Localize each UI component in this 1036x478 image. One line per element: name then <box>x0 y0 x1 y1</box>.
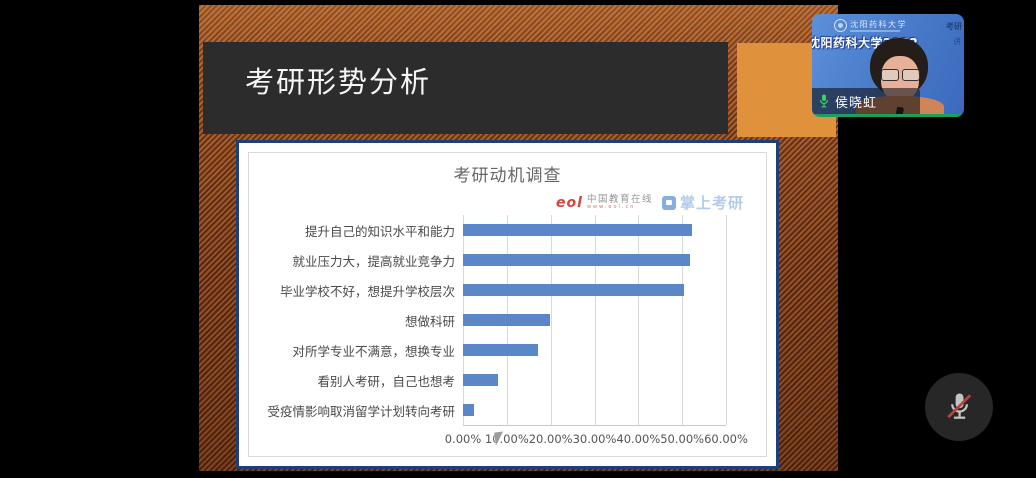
backdrop-right-text-2: 讲 <box>953 37 961 46</box>
watermark-logos: eol 中国教育在线 www.eol.cn 掌上考研 <box>556 192 744 213</box>
bar <box>463 314 550 326</box>
bar-row <box>463 365 726 395</box>
bar-row <box>463 245 726 275</box>
bar <box>463 404 474 416</box>
mic-active-icon <box>819 94 829 108</box>
x-tick-label: 60.00% <box>704 432 748 446</box>
mic-muted-icon <box>947 393 972 419</box>
bar-row <box>463 335 726 365</box>
x-tick-label: 40.00% <box>616 432 661 446</box>
chat-bubble-icon <box>661 195 676 210</box>
x-tick-label: 20.00% <box>528 432 573 446</box>
backdrop-caption-line <box>850 30 900 32</box>
slide-title-bar: 考研形势分析 <box>203 42 728 134</box>
category-label: 对所学专业不满意，想换专业 <box>292 343 455 359</box>
x-tick-label: 0.00% <box>444 432 482 446</box>
category-label: 受疫情影响取消留学计划转向考研 <box>267 403 455 419</box>
pocket-kaoyan-text: 掌上考研 <box>679 194 744 212</box>
bar <box>463 284 684 296</box>
glasses-icon <box>880 69 921 81</box>
gridline <box>594 215 596 425</box>
participant-name-bar: 侯晓虹 <box>812 88 920 114</box>
x-tick-label: 10.00% <box>484 432 529 446</box>
gridline <box>550 215 552 425</box>
category-label: 想做科研 <box>404 313 455 329</box>
mouse-cursor <box>494 431 505 446</box>
category-label: 看别人考研，自己也想考 <box>317 373 455 389</box>
chart-panel: 考研动机调查 eol 中国教育在线 www.eol.cn 掌上考研 提升自己的知… <box>236 140 779 469</box>
gridline <box>638 215 640 425</box>
eol-logo: eol 中国教育在线 www.eol.cn <box>556 193 653 211</box>
x-tick-label: 30.00% <box>572 432 617 446</box>
plot-area <box>463 215 727 426</box>
bar <box>463 254 691 266</box>
eol-logo-text: 中国教育在线 <box>586 193 653 205</box>
gridline <box>726 215 727 425</box>
eol-logo-icon: eol <box>556 194 583 211</box>
mute-button[interactable] <box>925 373 993 441</box>
participant-name: 侯晓虹 <box>835 95 878 111</box>
x-tick-label: 50.00% <box>660 432 705 446</box>
bar <box>463 344 538 356</box>
bar <box>463 374 499 386</box>
backdrop-university-name: 沈阳药科大学 <box>850 20 907 29</box>
chart-title: 考研动机调查 <box>453 166 562 186</box>
bar-row <box>463 395 726 425</box>
university-seal-icon <box>834 19 847 32</box>
category-label: 毕业学校不好，想提升学校层次 <box>279 283 455 299</box>
category-label: 就业压力大，提高就业竞争力 <box>292 253 455 269</box>
eol-logo-url: www.eol.cn <box>586 203 636 210</box>
bar-row <box>463 305 726 335</box>
backdrop-right-text: 考研 <box>946 22 962 31</box>
bar-row <box>463 215 726 245</box>
pocket-kaoyan-logo: 掌上考研 <box>661 192 744 213</box>
chart-frame <box>248 152 767 457</box>
x-axis-labels: 0.00% 10.00% 20.00% 30.00% 40.00% 50.00% 60.00… <box>445 432 748 448</box>
active-speaker-indicator <box>812 114 964 117</box>
gridline <box>682 215 684 425</box>
y-axis-labels: 提升自己的知识水平和能力就业压力大，提高就业竞争力毕业学校不好，想提升学校层次想… <box>249 215 461 425</box>
bar-row <box>463 275 726 305</box>
slide-title: 考研形势分析 <box>245 65 432 99</box>
bar <box>463 224 693 236</box>
webcam-tile[interactable]: 沈阳药科大学 沈阳药科大学2022 考研 讲 侯晓虹 <box>812 14 964 117</box>
category-label: 提升自己的知识水平和能力 <box>304 223 455 239</box>
